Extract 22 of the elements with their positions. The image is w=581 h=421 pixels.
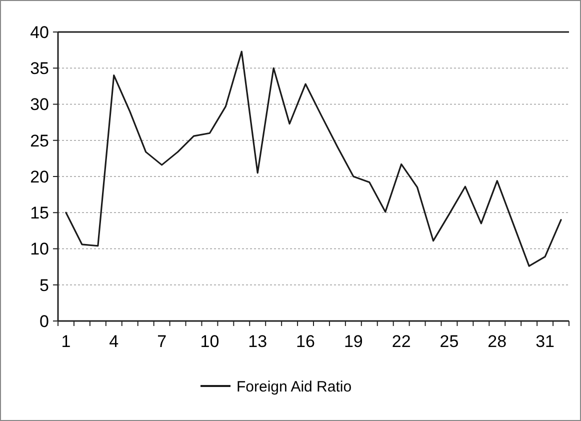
y-tick-label: 15 (30, 204, 49, 223)
x-tick-label: 7 (157, 332, 167, 351)
y-tick-label: 30 (30, 95, 49, 114)
x-tick-label: 25 (440, 332, 459, 351)
x-tick-label: 16 (296, 332, 315, 351)
y-tick-label: 10 (30, 240, 49, 259)
line-series (65, 50, 562, 267)
x-tick-label: 13 (248, 332, 268, 351)
y-tick-label: 35 (30, 59, 49, 78)
legend-label: Foreign Aid Ratio (236, 378, 352, 396)
y-tick-label: 20 (30, 167, 49, 186)
x-tick-label: 31 (536, 332, 555, 351)
x-tick-label: 10 (200, 332, 220, 351)
y-tick-label: 40 (30, 22, 49, 42)
x-tick-label: 28 (488, 332, 507, 351)
x-tick-label: 22 (392, 332, 411, 351)
y-tick-label: 25 (30, 131, 49, 150)
x-tick-label: 1 (61, 332, 71, 351)
x-tick-label: 19 (344, 332, 363, 351)
y-tick-label: 5 (40, 276, 49, 295)
x-tick-label: 4 (109, 332, 119, 351)
y-tick-label: 0 (40, 312, 49, 331)
